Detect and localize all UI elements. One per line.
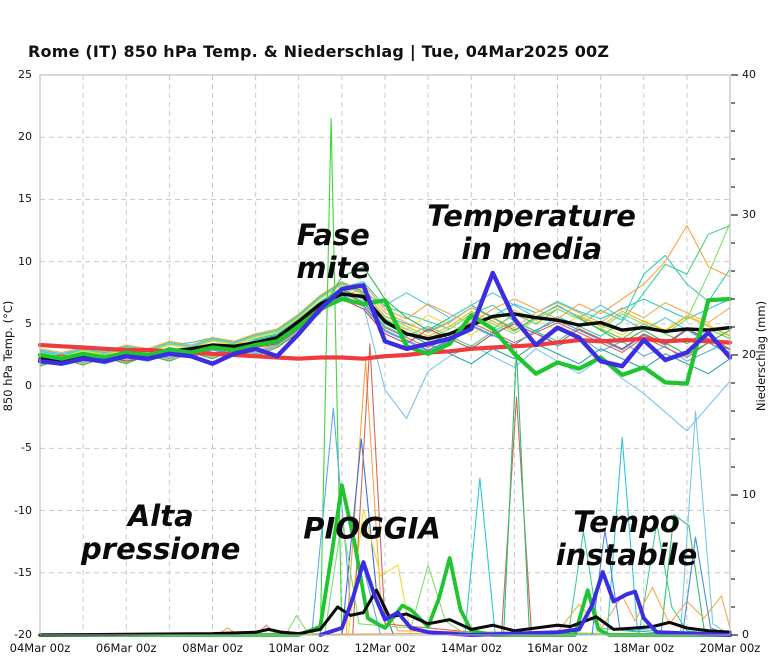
y-left-tick-label: -20 (14, 628, 32, 641)
series-line (39, 519, 731, 636)
y-right-tick-label: 30 (742, 208, 756, 221)
series-line (39, 522, 731, 636)
x-tick-label: 12Mar 00z (354, 641, 416, 655)
y-right-tick-label: 10 (742, 488, 756, 501)
series-line (37, 296, 733, 386)
x-tick-label: 10Mar 00z (268, 641, 330, 655)
series-line (39, 281, 731, 354)
x-tick-label: 16Mar 00z (527, 641, 588, 655)
y-left-axis-label: 850 hPa Temp. (°C) (1, 300, 15, 412)
x-tick-label: 04Mar 00z (9, 641, 71, 655)
y-left-tick-label: -10 (14, 503, 32, 517)
y-left-tick-label: 25 (18, 68, 32, 81)
series-line (39, 282, 731, 356)
y-left-tick-label: 10 (18, 254, 32, 268)
annotation-temperature-in media: Temperature in media (427, 198, 636, 267)
y-left-tick-label: 20 (18, 130, 32, 144)
plot-frame (39, 74, 731, 636)
y-right-tick-label: 0 (742, 628, 749, 641)
annotation-pioggia: PIOGGIA (303, 511, 441, 546)
y-left-tick-label: -15 (14, 565, 32, 579)
x-tick-label: 20Mar 00z (699, 641, 761, 655)
y-right-tick-label: 40 (742, 68, 756, 81)
annotation-fase-mite: Fase mite (296, 217, 371, 285)
x-tick-label: 06Mar 00z (95, 641, 157, 655)
y-right-axis-label: Niederschlag (mm) (754, 300, 768, 412)
y-left-tick-label: 15 (18, 192, 32, 206)
series-line (37, 336, 733, 361)
chart-title: Rome (IT) 850 hPa Temp. & Niederschlag |… (28, 42, 610, 61)
series-line (38, 588, 732, 637)
x-tick-label: 18Mar 00z (613, 641, 675, 655)
y-left-tick-label: 5 (25, 316, 32, 330)
annotation-alta-pressione: Alta pressione (81, 498, 241, 566)
series-line (38, 483, 732, 637)
x-tick-label: 08Mar 00z (182, 641, 243, 655)
x-tick-label: 14Mar 00z (440, 641, 502, 655)
y-left-tick-label: -5 (21, 441, 32, 455)
y-right-tick-label: 20 (742, 348, 756, 361)
annotation-tempo-instabile: Tempo instabile (555, 505, 698, 573)
y-left-tick-label: 0 (25, 379, 32, 393)
series-line (37, 270, 733, 369)
